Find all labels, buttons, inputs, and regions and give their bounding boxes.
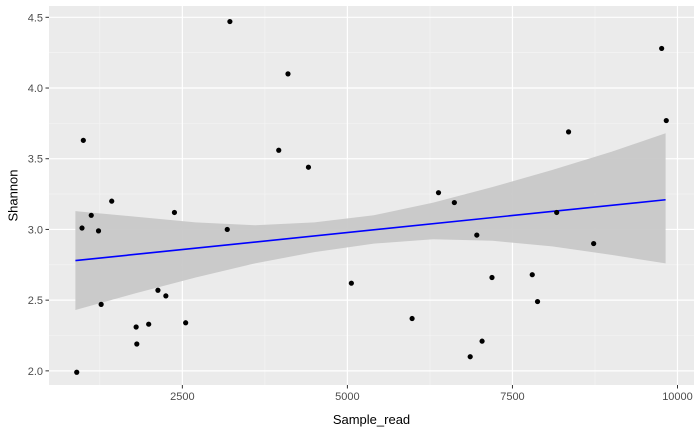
x-tick-label: 7500	[500, 391, 524, 403]
data-point	[285, 71, 291, 77]
regression-line	[75, 198, 666, 262]
data-point	[554, 209, 560, 216]
data-point	[474, 232, 480, 238]
data-point	[224, 226, 230, 233]
confidence-band	[75, 133, 666, 310]
data-point	[88, 212, 94, 218]
x-axis: 2500 5000 7500 10000	[170, 385, 693, 403]
data-point	[529, 272, 535, 278]
data-point	[133, 324, 139, 330]
data-point	[171, 209, 178, 216]
data-point	[134, 341, 140, 347]
data-point	[98, 301, 104, 307]
data-point	[409, 315, 415, 322]
data-point	[435, 190, 442, 196]
x-tick-label: 5000	[335, 391, 359, 403]
data-point	[348, 280, 354, 286]
y-axis: 2.0 2.5 3.0 3.5 4.0 4.5	[28, 12, 49, 378]
data-point	[534, 298, 541, 305]
data-points	[74, 18, 669, 375]
data-point	[95, 228, 102, 234]
data-point	[591, 240, 597, 247]
data-point	[227, 18, 233, 25]
x-axis-title: Sample_read	[333, 412, 410, 427]
data-point	[183, 320, 189, 326]
data-point	[305, 164, 312, 170]
data-point	[565, 129, 572, 135]
data-point	[80, 137, 86, 143]
y-tick-label: 4.5	[28, 12, 43, 24]
x-tick-label: 2500	[170, 391, 194, 403]
data-point	[79, 225, 85, 231]
data-point	[155, 287, 161, 293]
data-point	[489, 274, 495, 281]
data-point	[146, 321, 152, 327]
data-point	[467, 354, 473, 360]
y-tick-label: 3.5	[28, 154, 43, 166]
y-axis-title: Shannon	[6, 169, 21, 221]
data-point	[663, 117, 669, 124]
data-point	[659, 45, 665, 52]
y-tick-label: 4.0	[28, 83, 43, 95]
y-tick-label: 2.5	[28, 295, 43, 307]
data-point	[479, 338, 485, 344]
data-point	[74, 369, 80, 375]
data-point	[276, 147, 282, 153]
data-point	[109, 198, 115, 204]
data-point	[451, 199, 457, 206]
data-point	[163, 293, 169, 299]
x-tick-label: 10000	[662, 391, 693, 403]
y-tick-label: 3.0	[28, 224, 43, 236]
y-tick-label: 2.0	[28, 366, 43, 378]
